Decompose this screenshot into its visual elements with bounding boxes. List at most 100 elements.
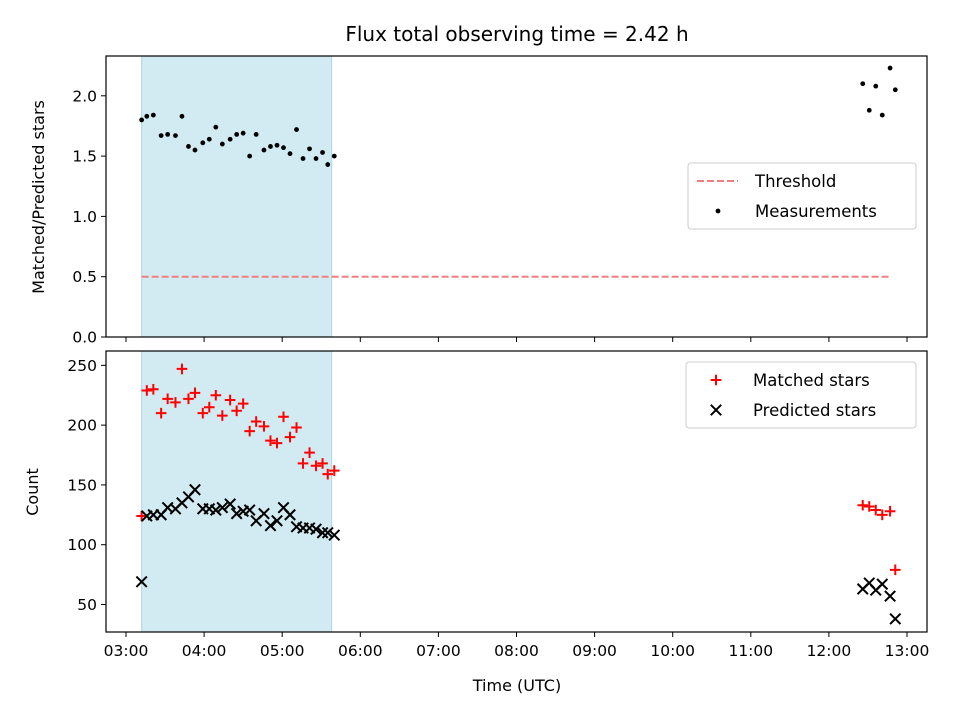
matched-point xyxy=(162,393,173,405)
predicted-point xyxy=(264,519,277,532)
legend-label: Predicted stars xyxy=(753,401,876,420)
bottom-series-matched-stars xyxy=(136,363,901,576)
matched-point xyxy=(265,435,276,446)
matched-point xyxy=(210,389,222,401)
measurement-point xyxy=(268,144,273,149)
predicted-point xyxy=(135,575,148,588)
predicted-point xyxy=(271,514,283,527)
bottom-legend-entry: Predicted stars xyxy=(710,401,876,420)
measurement-point xyxy=(247,153,253,159)
matched-point xyxy=(271,437,283,449)
x-tick-label: 03:00 xyxy=(104,642,149,660)
matched-point xyxy=(224,394,236,406)
top-y-tick-label: 1.5 xyxy=(72,148,97,166)
measurement-point xyxy=(866,107,872,113)
measurement-point xyxy=(234,131,240,137)
predicted-point xyxy=(321,526,334,539)
matched-point xyxy=(250,416,262,427)
figure-title: Flux total observing time = 2.42 h xyxy=(345,22,688,46)
measurement-point xyxy=(179,113,185,119)
top-y-axis-label: Matched/Predicted stars xyxy=(29,100,48,294)
top-y-tick-label: 0.0 xyxy=(72,329,97,347)
x-tick-label: 04:00 xyxy=(182,642,227,660)
matched-point xyxy=(148,383,159,395)
predicted-point xyxy=(230,507,243,520)
matched-point xyxy=(322,468,334,480)
x-tick-label: 05:00 xyxy=(260,642,305,660)
matched-point xyxy=(304,447,315,458)
measurement-point xyxy=(331,153,337,159)
legend-cross-swatch xyxy=(710,404,722,416)
measurement-point xyxy=(261,147,267,153)
top-y-tick-label: 1.0 xyxy=(72,208,97,226)
matched-point xyxy=(197,407,209,419)
matched-point xyxy=(258,421,270,432)
predicted-point xyxy=(258,507,270,520)
matched-point xyxy=(284,431,296,443)
x-tick-label: 11:00 xyxy=(728,642,773,660)
measurement-point xyxy=(158,133,164,138)
bottom-legend: Matched stars Predicted stars xyxy=(685,361,917,429)
x-tick-label: 12:00 xyxy=(807,642,852,660)
matched-point xyxy=(141,385,153,396)
measurement-point xyxy=(213,124,219,130)
measurement-point xyxy=(313,156,319,161)
top-y-tick-label: 0.5 xyxy=(72,268,97,286)
matched-point xyxy=(317,458,328,469)
matched-point xyxy=(189,387,201,399)
measurement-point xyxy=(165,131,171,137)
measurement-point xyxy=(139,117,145,123)
measurement-point xyxy=(300,156,306,161)
measurement-point xyxy=(150,112,156,118)
bottom-y-axis-label: Count xyxy=(23,468,42,516)
matched-point xyxy=(328,465,340,476)
measurement-point xyxy=(192,147,198,153)
top-y-tick-label: 2.0 xyxy=(72,87,97,105)
measurement-point xyxy=(206,136,212,142)
measurement-point xyxy=(240,130,246,136)
legend-label: Matched stars xyxy=(753,371,870,390)
predicted-point xyxy=(310,523,322,536)
top-series-measurements xyxy=(139,65,898,167)
x-tick-label: 10:00 xyxy=(650,642,695,660)
matched-point xyxy=(204,401,215,413)
bottom-y-tick-label: 250 xyxy=(67,357,97,375)
x-tick-label: 08:00 xyxy=(494,642,539,660)
measurement-point xyxy=(887,65,893,71)
predicted-point xyxy=(189,483,201,496)
matched-point xyxy=(278,411,289,423)
matched-point xyxy=(237,398,249,409)
matched-point xyxy=(231,405,242,417)
matched-point xyxy=(183,393,194,405)
predicted-point xyxy=(216,501,229,514)
top-observing-window-span xyxy=(141,55,333,338)
predicted-point xyxy=(316,526,329,539)
bottom-series-predicted-stars xyxy=(135,483,902,625)
top-plot-area: 0.0 0.5 1.0 1.5 2.0 xyxy=(72,55,928,347)
measurement-point xyxy=(274,142,280,148)
top-legend-box xyxy=(687,162,917,230)
x-axis-label: Time (UTC) xyxy=(472,676,561,695)
measurement-point xyxy=(227,136,233,142)
measurement-point xyxy=(873,83,879,89)
bottom-y-tick-label: 150 xyxy=(67,476,97,494)
measurement-point xyxy=(325,162,331,167)
matched-point xyxy=(870,504,882,516)
measurement-point xyxy=(294,127,299,132)
predicted-point xyxy=(876,578,889,591)
measurement-point xyxy=(200,140,206,146)
matched-point xyxy=(170,397,181,408)
measurement-point xyxy=(186,144,191,149)
top-legend: Threshold Measurements xyxy=(687,162,917,230)
matched-point xyxy=(244,425,255,437)
matched-point xyxy=(217,410,228,421)
measurement-point xyxy=(307,146,312,152)
matched-point xyxy=(176,363,188,375)
top-legend-entry: Measurements xyxy=(715,202,877,221)
measurement-point xyxy=(892,87,898,93)
measurement-point xyxy=(219,141,225,147)
bottom-legend-entry: Matched stars xyxy=(710,371,870,390)
legend-label: Measurements xyxy=(755,202,877,221)
legend-plus-swatch xyxy=(710,374,722,386)
predicted-point xyxy=(243,504,256,516)
